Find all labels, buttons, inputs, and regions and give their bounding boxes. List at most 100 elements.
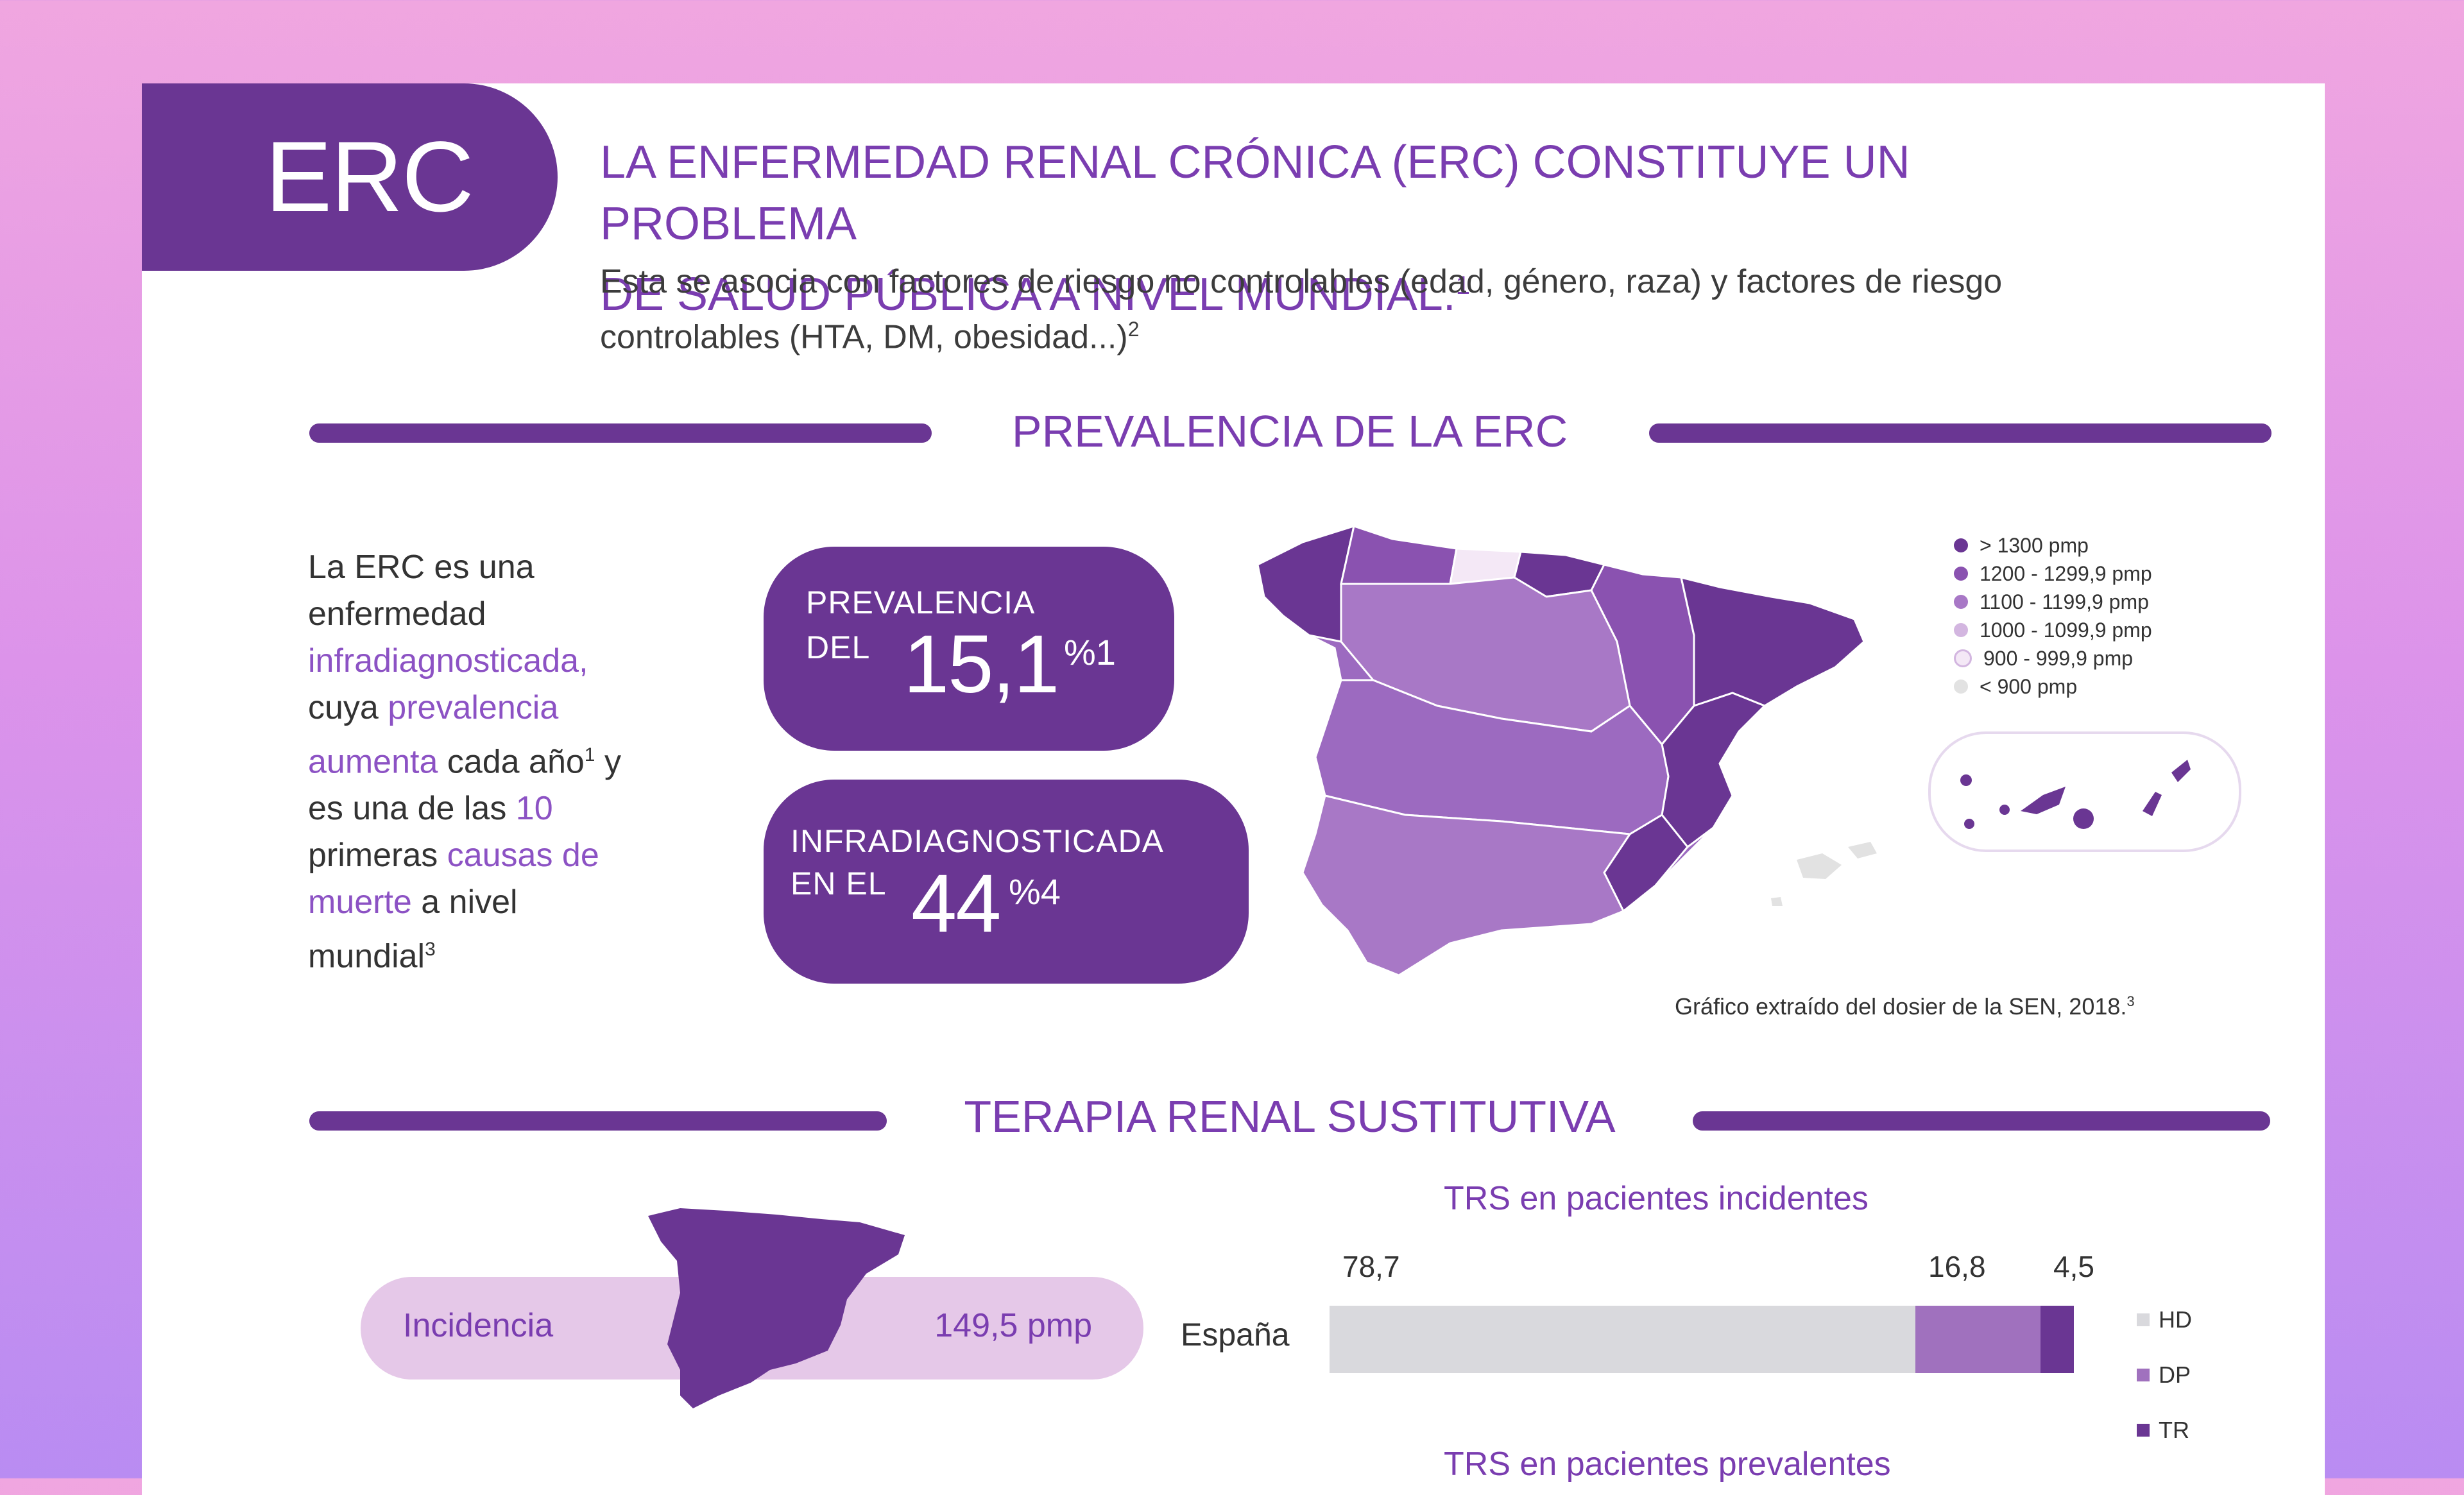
incidence-label: Incidencia <box>403 1307 554 1344</box>
map-legend-swatch <box>1954 623 1968 637</box>
prevalence-pill: PREVALENCIA DEL 15,1 %1 <box>764 547 1174 751</box>
chart-bar-tr <box>2041 1306 2074 1373</box>
map-legend-swatch <box>1954 595 1968 609</box>
prevalence-pill-line1: PREVALENCIA <box>806 585 1036 620</box>
section-divider-right <box>1649 423 2272 443</box>
headline: LA ENFERMEDAD RENAL CRÓNICA (ERC) CONSTI… <box>600 132 2172 325</box>
island-la-palma <box>1960 774 1972 786</box>
chart-legend-item: HD <box>2137 1306 2192 1333</box>
headline-ref: 1 <box>1455 271 1471 300</box>
island-la-gomera <box>1999 805 2010 815</box>
spain-prevalence-map <box>1256 524 1877 977</box>
subtitle-line1: Esta se asocia con factores de riesgo no… <box>600 263 2003 300</box>
intro-text-4: y es una de las <box>308 743 621 828</box>
map-legend-label: 1100 - 1199,9 pmp <box>1980 590 2149 613</box>
map-legend-label: < 900 pmp <box>1980 674 2078 698</box>
map-legend-swatch <box>1954 679 1968 694</box>
central-region <box>1314 679 1670 835</box>
chart-legend-swatch <box>2137 1424 2150 1437</box>
map-legend-item: 1100 - 1199,9 pmp <box>1954 588 2149 616</box>
map-legend-swatch <box>1954 538 1968 552</box>
trs-section-title: TERAPIA RENAL SUSTITUTIVA <box>964 1091 1616 1141</box>
prevalence-pill-line2: DEL <box>806 629 871 665</box>
island-el-hierro <box>1964 819 1974 829</box>
chart-legend-item: DP <box>2137 1362 2191 1388</box>
map-caption: Gráfico extraído del dosier de la SEN, 2… <box>1675 993 2135 1020</box>
chart-bar-hd <box>1330 1306 1915 1373</box>
map-caption-text: Gráfico extraído del dosier de la SEN, 2… <box>1675 993 2127 1020</box>
intro-highlight-3: 10 <box>515 790 553 828</box>
balearic-islands <box>1771 842 1877 906</box>
map-caption-ref: 3 <box>2126 993 2135 1009</box>
canary-islands-inset <box>1928 731 2241 852</box>
intro-text-5: primeras <box>308 837 438 875</box>
prevalence-section-title: PREVALENCIA DE LA ERC <box>1011 406 1568 456</box>
intro-text: La ERC es una enfermedad infradiagnostic… <box>308 544 629 980</box>
galicia-region <box>1256 524 1356 643</box>
chart-data-label: 78,7 <box>1342 1250 1400 1283</box>
map-legend-swatch <box>1954 649 1972 667</box>
underdiagnosis-pill-line2: EN EL <box>791 866 887 901</box>
map-legend-item: 1200 - 1299,9 pmp <box>1954 560 2152 588</box>
headline-line2-row: DE SALUD PÚBLICA A NIVEL MUNDIAL.1 <box>600 255 2172 325</box>
infographic-card <box>142 83 2325 1495</box>
chart-category-label: España <box>1181 1317 1290 1353</box>
intro-text-2: cuya <box>308 689 379 726</box>
headline-line1: LA ENFERMEDAD RENAL CRÓNICA (ERC) CONSTI… <box>600 137 1910 250</box>
chart-legend-swatch <box>2137 1369 2150 1381</box>
subtitle-line2-row: controlables (HTA, DM, obesidad...)2 <box>600 305 2172 361</box>
map-legend-label: > 1300 pmp <box>1980 533 2089 557</box>
prevalent-chart-title: TRS en pacientes prevalentes <box>1444 1446 1891 1483</box>
chart-legend-label: DP <box>2159 1362 2191 1388</box>
intro-highlight-2: prevalencia aumenta <box>308 689 559 781</box>
intro-highlight-1: infradiagnosticada, <box>308 642 588 679</box>
subtitle-line2: controlables (HTA, DM, obesidad...) <box>600 318 1128 356</box>
map-legend-item: 1000 - 1099,9 pmp <box>1954 616 2152 644</box>
map-legend-item: > 1300 pmp <box>1954 531 2089 560</box>
island-tenerife <box>2021 787 2066 814</box>
spain-silhouette-icon <box>648 1208 905 1408</box>
intro-ref-1: 1 <box>584 744 595 765</box>
map-legend-item: < 900 pmp <box>1954 672 2077 701</box>
island-fuerteventura <box>2143 792 2162 816</box>
island-lanzarote <box>2171 760 2191 782</box>
chart-legend-label: HD <box>2159 1306 2192 1333</box>
trs-divider-left <box>309 1111 887 1131</box>
erc-tab: ERC <box>142 83 558 271</box>
underdiagnosis-pill-line1: INFRADIAGNOSTICADA <box>791 823 1164 859</box>
map-legend-swatch <box>1954 567 1968 581</box>
chart-data-label: 16,8 <box>1928 1250 1986 1283</box>
chart-legend-swatch <box>2137 1313 2150 1326</box>
map-legend-label: 1200 - 1299,9 pmp <box>1980 561 2152 585</box>
north-region <box>1340 525 1458 585</box>
chart-legend-item: TR <box>2137 1417 2189 1444</box>
underdiagnosis-suffix: %4 <box>1009 871 1061 912</box>
incident-chart-title: TRS en pacientes incidentes <box>1444 1180 1869 1217</box>
incidence-value: 149,5 pmp <box>934 1307 1092 1344</box>
intro-text-1: La ERC es una enfermedad <box>308 549 535 633</box>
prevalence-suffix: %1 <box>1064 632 1116 672</box>
map-legend-label: 900 - 999,9 pmp <box>1983 646 2134 670</box>
headline-line2: DE SALUD PÚBLICA A NIVEL MUNDIAL. <box>600 269 1456 320</box>
section-divider-left <box>309 423 932 443</box>
island-gran-canaria <box>2073 808 2094 829</box>
trs-divider-right <box>1693 1111 2270 1131</box>
erc-tab-label: ERC <box>265 121 474 233</box>
intro-text-6: a nivel mundial <box>308 884 518 975</box>
chart-legend-label: TR <box>2159 1417 2189 1443</box>
subtitle: Esta se asocia con factores de riesgo no… <box>600 258 2172 361</box>
map-legend-item: 900 - 999,9 pmp <box>1954 644 2133 672</box>
prevalence-value: 15,1 <box>903 619 1059 710</box>
intro-text-3: cada año <box>447 743 585 781</box>
underdiagnosis-pill: INFRADIAGNOSTICADA EN EL 44 %4 <box>764 780 1249 984</box>
chart-bar-dp <box>1915 1306 2041 1373</box>
intro-highlight-4: causas de muerte <box>308 837 599 921</box>
chart-data-label: 4,5 <box>2053 1250 2094 1283</box>
subtitle-ref: 2 <box>1127 318 1140 341</box>
catalonia-region <box>1680 576 1865 708</box>
underdiagnosis-value: 44 <box>911 858 1001 950</box>
canary-islands-map <box>1960 760 2191 829</box>
andalucia-region <box>1301 794 1632 977</box>
intro-ref-2: 3 <box>425 939 436 961</box>
map-legend-label: 1000 - 1099,9 pmp <box>1980 618 2152 642</box>
